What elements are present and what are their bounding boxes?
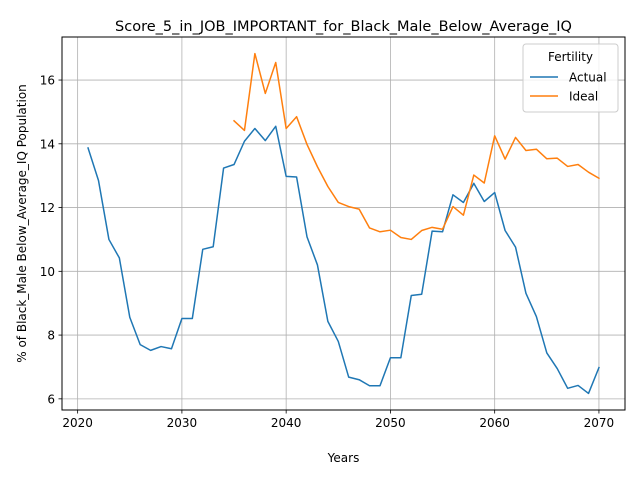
x-tick-label: 2070 (584, 416, 615, 430)
series-lines (87, 52, 600, 395)
series-line-actual (87, 125, 600, 395)
y-axis-label: % of Black_Male Below_Average_IQ Populat… (15, 84, 29, 363)
legend-box (522, 43, 619, 113)
plot-frame (61, 36, 626, 411)
y-tick-label: 8 (47, 329, 55, 343)
x-tick-label: 2060 (479, 416, 510, 430)
legend: Fertility Actual Ideal (522, 43, 619, 113)
x-tick-label: 2020 (62, 416, 93, 430)
y-tick-label: 12 (40, 201, 55, 215)
y-tick-label: 6 (47, 392, 55, 406)
legend-label-actual: Actual (569, 71, 607, 85)
grid-lines (62, 37, 625, 410)
chart-title: Score_5_in_JOB_IMPORTANT_for_Black_Male_… (115, 19, 572, 35)
y-tick-label: 10 (40, 265, 55, 279)
legend-label-ideal: Ideal (569, 90, 598, 104)
series-line-ideal (232, 52, 600, 241)
x-tick-label: 2040 (271, 416, 302, 430)
legend-title: Fertility (548, 50, 593, 64)
x-tick-label: 2030 (167, 416, 198, 430)
y-tick-label: 16 (40, 74, 55, 88)
y-tick-label: 14 (40, 137, 55, 151)
x-axis-label: Years (327, 451, 360, 465)
x-tick-label: 2050 (375, 416, 406, 430)
y-axis-ticks: 6 8 10 12 14 16 (40, 74, 62, 406)
x-axis-ticks: 2020 2030 2040 2050 2060 2070 (62, 410, 614, 430)
